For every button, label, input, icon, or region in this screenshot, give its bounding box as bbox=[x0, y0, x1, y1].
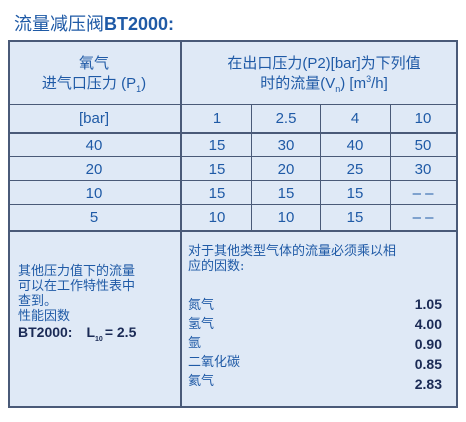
cell: 15 bbox=[346, 209, 364, 226]
title: 流量减压阀BT2000: bbox=[14, 10, 174, 36]
note-line: 可以在工作特性表中 bbox=[18, 279, 136, 294]
rule bbox=[10, 180, 456, 181]
cell: 50 bbox=[414, 137, 432, 154]
gas-name: 氮气 bbox=[188, 298, 215, 313]
gas-name: 氩 bbox=[188, 336, 202, 351]
sub: 1 bbox=[136, 84, 142, 94]
cell: 15 bbox=[277, 185, 295, 202]
cell: – – bbox=[412, 209, 434, 226]
text: ) bbox=[141, 75, 147, 92]
flow-header-2: 时的流量(Vn) [m3/h] bbox=[260, 72, 388, 94]
table: 氧气 进气口压力 (P1) 在出口压力(P2)[bar]为下列值 时的流量(Vn… bbox=[8, 40, 458, 408]
cell: 15 bbox=[208, 185, 226, 202]
cell: 10 bbox=[85, 185, 103, 202]
rule bbox=[10, 132, 456, 134]
model: BT2000: bbox=[18, 324, 73, 340]
pressure: 2.5 bbox=[275, 110, 297, 127]
gas-factor: 0.90 bbox=[414, 336, 442, 352]
cell: 5 bbox=[89, 209, 99, 226]
cell: 40 bbox=[85, 137, 103, 154]
cell: 15 bbox=[208, 161, 226, 178]
cell: 15 bbox=[208, 137, 226, 154]
cell: 20 bbox=[277, 161, 295, 178]
pressure: 10 bbox=[414, 110, 432, 127]
note-line: 查到。 bbox=[18, 294, 58, 309]
text: /h] bbox=[371, 75, 388, 92]
cell: – – bbox=[412, 185, 434, 202]
inlet-label: 进气口压力 (P1) bbox=[42, 72, 146, 94]
factor: BT2000: L10 = 2.5 bbox=[18, 324, 136, 343]
gas-factor: 4.00 bbox=[414, 316, 442, 332]
note-line: 其他压力值下的流量 bbox=[18, 264, 136, 279]
cell: 10 bbox=[208, 209, 226, 226]
text: 进气口压力 (P bbox=[41, 75, 137, 92]
cell: 20 bbox=[85, 161, 103, 178]
title-model: BT2000: bbox=[104, 14, 175, 34]
cell: 25 bbox=[346, 161, 364, 178]
intro: 应的因数: bbox=[188, 259, 245, 274]
gas-factor: 0.85 bbox=[414, 356, 442, 372]
unit: [bar] bbox=[78, 110, 110, 127]
rule bbox=[10, 104, 456, 105]
sub: n bbox=[335, 84, 341, 94]
pressure: 1 bbox=[212, 110, 222, 127]
rule bbox=[320, 104, 321, 230]
text: 时的流量(V bbox=[260, 75, 336, 92]
rule bbox=[10, 204, 456, 205]
cell: 40 bbox=[346, 137, 364, 154]
value: = 2.5 bbox=[104, 324, 137, 340]
gas-factor: 2.83 bbox=[414, 376, 442, 392]
flow-header: 在出口压力(P2)[bar]为下列值 bbox=[227, 55, 421, 72]
title-text: 流量减压阀 bbox=[14, 14, 104, 34]
rule bbox=[10, 230, 456, 232]
text: ) [m bbox=[340, 75, 367, 92]
sup: 3 bbox=[366, 74, 372, 84]
gas-factor: 1.05 bbox=[414, 296, 442, 312]
cell: 10 bbox=[277, 209, 295, 226]
rule bbox=[390, 104, 391, 230]
gas-name: 氦气 bbox=[188, 374, 215, 389]
note-line: 性能因数 bbox=[18, 309, 71, 324]
gas-name: 二氧化碳 bbox=[188, 355, 241, 370]
rule bbox=[10, 156, 456, 157]
gas: 氧气 bbox=[78, 55, 110, 72]
intro: 对于其他类型气体的流量必须乘以相 bbox=[188, 244, 397, 259]
label: L bbox=[86, 324, 96, 340]
cell: 30 bbox=[277, 137, 295, 154]
cell: 15 bbox=[346, 185, 364, 202]
rule bbox=[180, 42, 182, 406]
gas-name: 氢气 bbox=[188, 317, 215, 332]
pressure: 4 bbox=[350, 110, 360, 127]
sub: 10 bbox=[95, 335, 103, 343]
cell: 30 bbox=[414, 161, 432, 178]
rule bbox=[251, 104, 252, 230]
